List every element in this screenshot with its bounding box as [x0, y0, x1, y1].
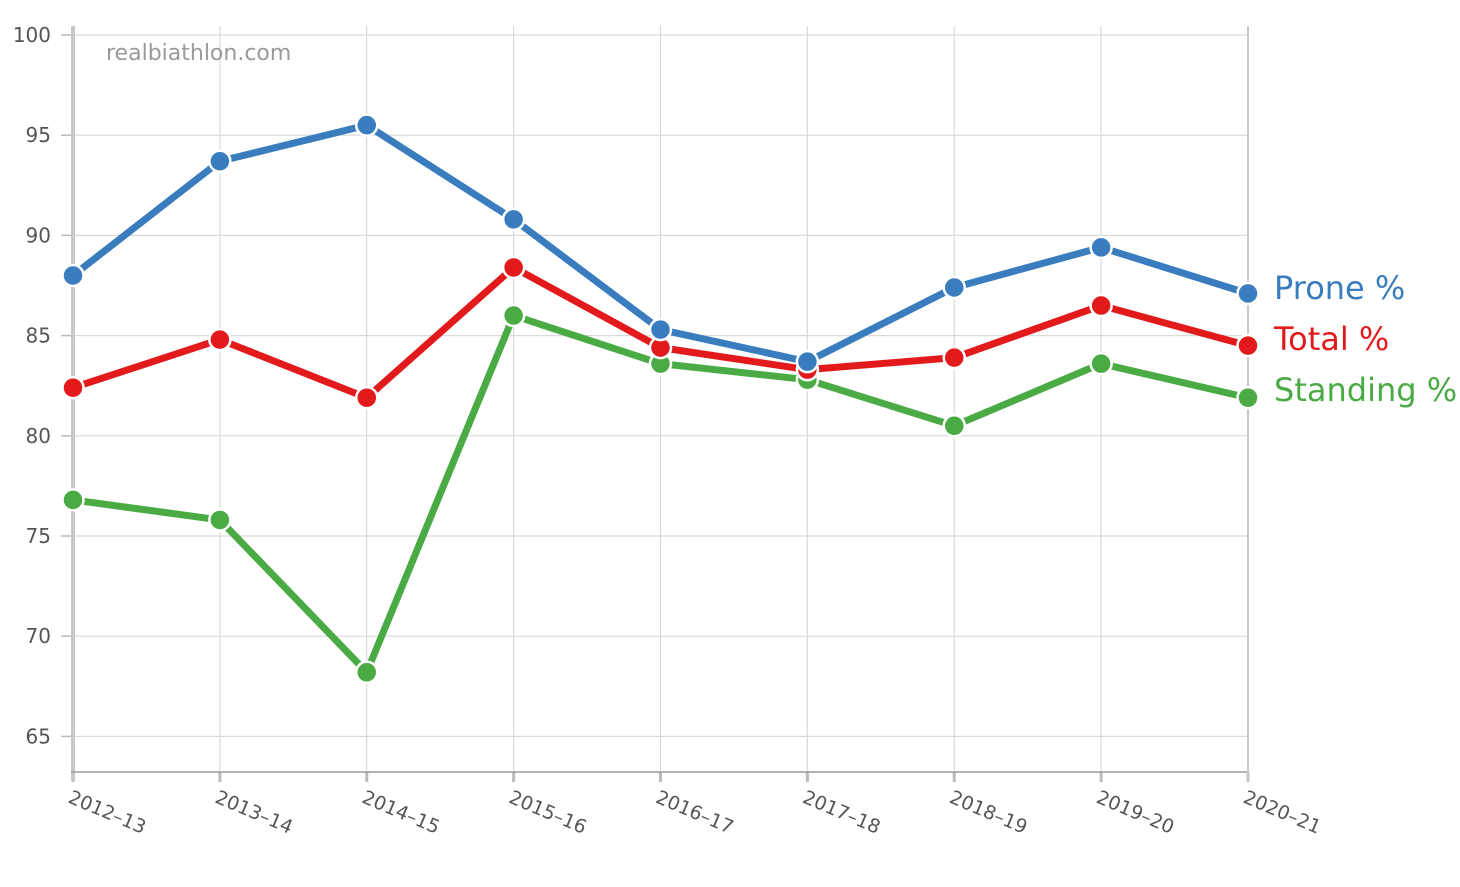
- y-tick-label: 65: [26, 724, 51, 748]
- data-point[interactable]: [61, 375, 85, 400]
- y-tick-label: 75: [26, 524, 51, 548]
- y-tick-label: 85: [26, 324, 51, 348]
- y-tick-label: 100: [13, 23, 51, 47]
- x-tick-label: 2013–14: [212, 786, 296, 838]
- x-axis-ticks: 2012–13 2013–14 2014–15 2015–16 2016–17 2017–…: [65, 786, 1324, 838]
- data-point[interactable]: [795, 349, 820, 374]
- data-point[interactable]: [208, 149, 232, 174]
- axes: [61, 26, 1250, 782]
- x-tick-label: 2019–20: [1093, 786, 1177, 838]
- data-point[interactable]: [501, 255, 526, 280]
- data-point[interactable]: [942, 275, 966, 300]
- data-point[interactable]: [355, 660, 379, 685]
- data-point[interactable]: [1236, 333, 1260, 358]
- x-tick-label: 2020–21: [1240, 786, 1324, 838]
- data-point[interactable]: [355, 113, 379, 137]
- data-point[interactable]: [61, 488, 85, 512]
- x-tick-label: 2018–19: [946, 786, 1030, 838]
- series-label: Standing %: [1274, 371, 1457, 409]
- series: [61, 113, 1260, 685]
- data-point[interactable]: [1236, 385, 1260, 410]
- data-point[interactable]: [648, 317, 673, 342]
- y-axis-ticks: 100 95 90 85 80 75 70 65: [13, 23, 51, 748]
- data-point[interactable]: [208, 327, 232, 352]
- watermark: realbiathlon.com: [106, 41, 291, 66]
- y-tick-label: 95: [26, 123, 51, 147]
- x-tick-label: 2017–18: [799, 786, 883, 838]
- x-tick-label: 2012–13: [65, 786, 149, 838]
- data-point[interactable]: [501, 303, 526, 328]
- data-point[interactable]: [355, 385, 379, 410]
- data-point[interactable]: [942, 345, 966, 370]
- data-point[interactable]: [1236, 281, 1260, 306]
- x-tick-label: 2016–17: [653, 786, 737, 838]
- data-point[interactable]: [208, 508, 232, 532]
- x-tick-label: 2015–16: [506, 786, 590, 838]
- data-point[interactable]: [1089, 351, 1113, 376]
- series-label: Total %: [1273, 320, 1389, 358]
- series-labels: Prone % Total % Standing %: [1273, 269, 1457, 409]
- series-label: Prone %: [1274, 269, 1405, 307]
- data-point[interactable]: [501, 207, 526, 232]
- data-point[interactable]: [1089, 293, 1113, 318]
- y-tick-label: 70: [26, 624, 51, 648]
- x-tick-label: 2014–15: [359, 786, 443, 838]
- data-point[interactable]: [1089, 235, 1113, 260]
- grid: [72, 26, 1249, 772]
- data-point[interactable]: [61, 263, 85, 288]
- y-tick-label: 90: [26, 223, 51, 247]
- data-point[interactable]: [942, 414, 966, 438]
- y-tick-label: 80: [26, 424, 51, 448]
